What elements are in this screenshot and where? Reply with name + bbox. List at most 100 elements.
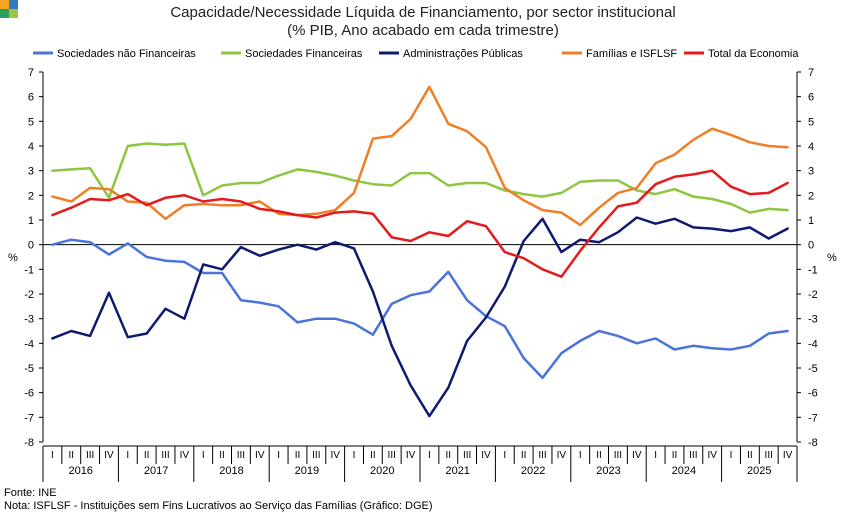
quarter-label: III: [538, 450, 546, 461]
quarter-label: IV: [255, 450, 265, 461]
y-tick-label-right: 4: [808, 141, 814, 153]
series-line: [51, 216, 789, 418]
chart-title: Capacidade/Necessidade Líquida de Financ…: [170, 4, 676, 21]
y-tick-label-left: -3: [24, 314, 34, 326]
y-tick-label-left: 2: [28, 190, 34, 202]
y-tick-label-right: -5: [808, 363, 818, 375]
year-label: 2023: [596, 465, 620, 477]
logo-square-1: [0, 0, 9, 9]
legend-label: Total da Economia: [708, 48, 799, 60]
year-label: 2016: [68, 465, 92, 477]
quarter-label: III: [765, 450, 773, 461]
year-label: 2024: [672, 465, 696, 477]
quarter-label: IV: [406, 450, 416, 461]
series-line: [51, 85, 789, 227]
year-label: 2017: [144, 465, 168, 477]
y-tick-label-right: 2: [808, 190, 814, 202]
year-label: 2018: [219, 465, 243, 477]
y-tick-label-left: -2: [24, 289, 34, 301]
quarter-label: I: [126, 450, 129, 461]
footnote: Nota: ISFLSF - Instituições sem Fins Luc…: [4, 500, 433, 512]
quarter-label: IV: [632, 450, 642, 461]
y-tick-label-left: -8: [24, 437, 34, 449]
year-label: 2021: [445, 465, 469, 477]
quarter-label: II: [521, 450, 527, 461]
year-label: 2025: [747, 465, 771, 477]
quarter-label: IV: [557, 450, 567, 461]
quarter-label: II: [747, 450, 753, 461]
logo-square-4: [9, 9, 18, 18]
series-line: [51, 142, 789, 214]
quarter-label: I: [51, 450, 54, 461]
logo-icon: [0, 0, 18, 18]
y-tick-label-left: -7: [24, 412, 34, 424]
quarter-label: III: [614, 450, 622, 461]
quarter-label: III: [86, 450, 94, 461]
quarter-label: I: [503, 450, 506, 461]
quarter-label: III: [161, 450, 169, 461]
quarter-label: I: [202, 450, 205, 461]
y-tick-label-left: 7: [28, 67, 34, 79]
quarter-label: III: [237, 450, 245, 461]
y-tick-label-left: -5: [24, 363, 34, 375]
y-tick-label-right: -1: [808, 264, 818, 276]
quarter-label: IV: [707, 450, 717, 461]
y-tick-label-right: -6: [808, 388, 818, 400]
year-label: 2022: [521, 465, 545, 477]
quarter-label: I: [579, 450, 582, 461]
quarter-label: II: [370, 450, 376, 461]
quarter-label: I: [428, 450, 431, 461]
y-tick-label-right: -8: [808, 437, 818, 449]
quarter-label: I: [654, 450, 657, 461]
y-tick-label-left: 1: [28, 215, 34, 227]
series-line: [51, 238, 789, 380]
y-tick-label-right: -7: [808, 412, 818, 424]
y-axis-unit-left: %: [8, 252, 18, 264]
quarter-label: II: [672, 450, 678, 461]
quarter-label: III: [388, 450, 396, 461]
quarter-label: IV: [180, 450, 190, 461]
y-tick-label-left: 0: [28, 240, 34, 252]
y-tick-label-right: 7: [808, 67, 814, 79]
legend-label: Administrações Públicas: [403, 48, 523, 60]
y-tick-label-right: 3: [808, 166, 814, 178]
y-tick-label-left: -4: [24, 338, 34, 350]
y-tick-label-left: 5: [28, 116, 34, 128]
year-label: 2019: [295, 465, 319, 477]
legend-label: Famílias e ISFLSF: [586, 48, 677, 60]
y-tick-label-right: 5: [808, 116, 814, 128]
quarter-label: IV: [481, 450, 491, 461]
legend-label: Sociedades Financeiras: [245, 48, 363, 60]
quarter-label: II: [144, 450, 150, 461]
quarter-label: III: [312, 450, 320, 461]
quarter-label: III: [463, 450, 471, 461]
quarter-label: III: [689, 450, 697, 461]
quarter-label: IV: [783, 450, 793, 461]
y-tick-label-left: 3: [28, 166, 34, 178]
quarter-label: II: [445, 450, 451, 461]
y-tick-label-right: -3: [808, 314, 818, 326]
quarter-label: II: [596, 450, 602, 461]
quarter-label: II: [295, 450, 301, 461]
legend-label: Sociedades não Financeiras: [57, 48, 196, 60]
quarter-label: IV: [104, 450, 114, 461]
source-note: Fonte: INE: [4, 487, 57, 499]
y-tick-label-right: 6: [808, 92, 814, 104]
y-tick-label-right: 1: [808, 215, 814, 227]
y-tick-label-left: -1: [24, 264, 34, 276]
chart-subtitle: (% PIB, Ano acabado em cada trimestre): [287, 22, 559, 39]
series-line: [51, 169, 789, 278]
y-tick-label-left: 6: [28, 92, 34, 104]
y-axis-unit-right: %: [827, 252, 837, 264]
quarter-label: I: [277, 450, 280, 461]
quarter-label: II: [219, 450, 225, 461]
y-tick-label-right: -2: [808, 289, 818, 301]
quarter-label: IV: [330, 450, 340, 461]
y-tick-label-left: 4: [28, 141, 34, 153]
year-label: 2020: [370, 465, 394, 477]
y-tick-label-right: 0: [808, 240, 814, 252]
quarter-label: I: [353, 450, 356, 461]
quarter-label: I: [730, 450, 733, 461]
y-tick-label-left: -6: [24, 388, 34, 400]
